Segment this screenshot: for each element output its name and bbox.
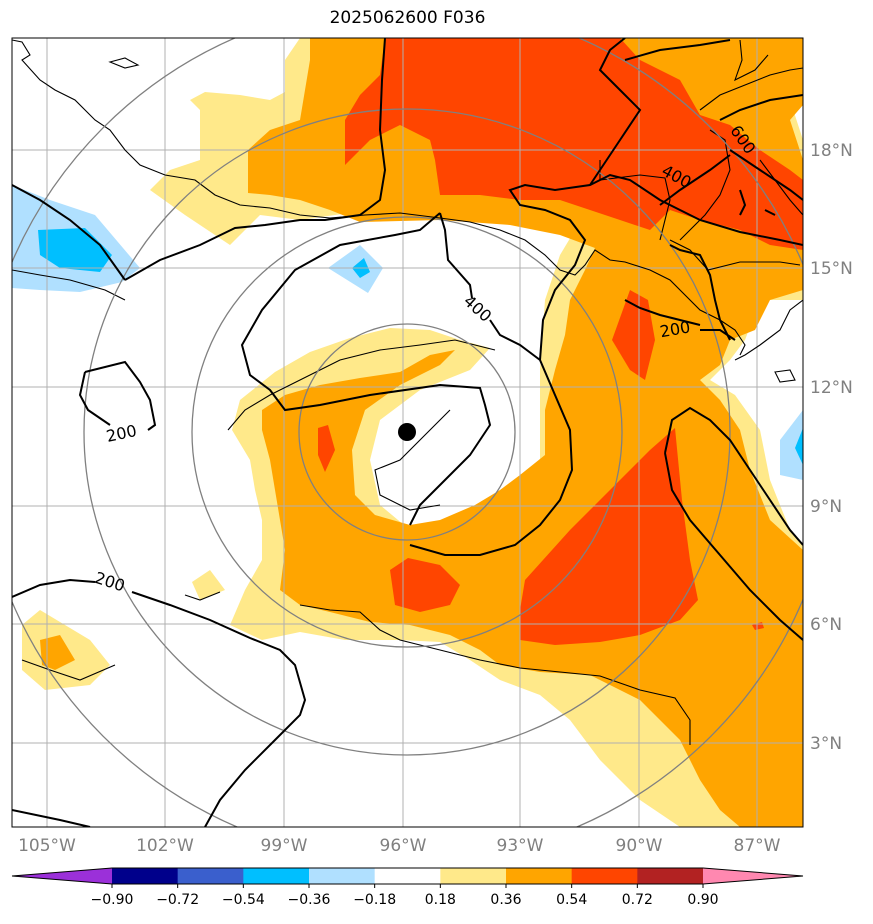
colorbar-segment xyxy=(112,868,179,884)
lon-tick-96w: 96°W xyxy=(380,836,427,856)
colorbar-tick-label: −0.18 xyxy=(353,892,396,908)
positive-shading-red-center xyxy=(390,558,460,612)
positive-shading-orange xyxy=(248,38,803,827)
colorbar: −0.90 −0.72 −0.54 −0.36 −0.18 0.18 0.36 0.54 0.7… xyxy=(11,867,804,908)
longitude-ticks: 105°W 102°W 99°W 96°W 93°W 90°W 87°W xyxy=(18,836,781,856)
positive-shading-red-north xyxy=(345,38,803,250)
lat-tick-3n: 3°N xyxy=(810,734,842,754)
colorbar-segment xyxy=(506,868,573,884)
colorbar-tick-label: 0.90 xyxy=(687,892,718,908)
map-frame xyxy=(11,37,804,828)
colorbar-segment xyxy=(440,868,507,884)
contour-label-200-southwest: 200 xyxy=(92,568,127,596)
colorbar-tick-label: 0.36 xyxy=(490,892,521,908)
lat-tick-18n: 18°N xyxy=(810,141,853,161)
colorbar-tick-label: −0.54 xyxy=(222,892,265,908)
lon-tick-105w: 105°W xyxy=(18,836,76,856)
colorbar-tick-label: −0.72 xyxy=(156,892,199,908)
lon-tick-87w: 87°W xyxy=(734,836,781,856)
lon-tick-93w: 93°W xyxy=(497,836,544,856)
coastlines xyxy=(12,39,803,745)
latitude-ticks: 18°N 15°N 12°N 9°N 6°N 3°N xyxy=(810,141,853,754)
colorbar-segment xyxy=(243,868,310,884)
lon-tick-102w: 102°W xyxy=(136,836,194,856)
lat-tick-9n: 9°N xyxy=(810,497,842,517)
colorbar-extend-max xyxy=(703,868,803,884)
storm-center-dot xyxy=(398,423,416,441)
colorbar-segment xyxy=(309,868,376,884)
colorbar-segment xyxy=(177,868,244,884)
colorbar-segment xyxy=(374,868,441,884)
shading-layer xyxy=(12,38,803,827)
colorbar-segment xyxy=(571,868,638,884)
colorbar-segment xyxy=(637,868,704,884)
positive-shading-yellow-w xyxy=(192,570,225,600)
colorbar-tick-label: −0.36 xyxy=(288,892,331,908)
negative-shading-east xyxy=(780,410,803,480)
lat-tick-15n: 15°N xyxy=(810,259,853,279)
colorbar-tick-label: 0.18 xyxy=(425,892,456,908)
positive-shading-red-west xyxy=(318,425,335,472)
colorbar-tick-label: −0.90 xyxy=(91,892,134,908)
contours xyxy=(12,38,803,827)
lat-tick-12n: 12°N xyxy=(810,378,853,398)
colorbar-extend-min xyxy=(12,868,112,884)
lon-tick-90w: 90°W xyxy=(616,836,663,856)
positive-shading-red-east xyxy=(612,290,655,380)
positive-shading-red-south xyxy=(520,428,698,645)
lon-tick-99w: 99°W xyxy=(261,836,308,856)
colorbar-tick-label: 0.72 xyxy=(622,892,653,908)
range-rings xyxy=(12,38,803,827)
negative-shading-east-core xyxy=(795,428,803,465)
map-title: 2025062600 F036 xyxy=(329,8,486,28)
positive-shading-orange-sw xyxy=(40,635,75,670)
map-plot-area: 200 200 400 400 200 600 xyxy=(12,38,803,827)
colorbar-tick-label: 0.54 xyxy=(556,892,587,908)
lat-tick-6n: 6°N xyxy=(810,615,842,635)
